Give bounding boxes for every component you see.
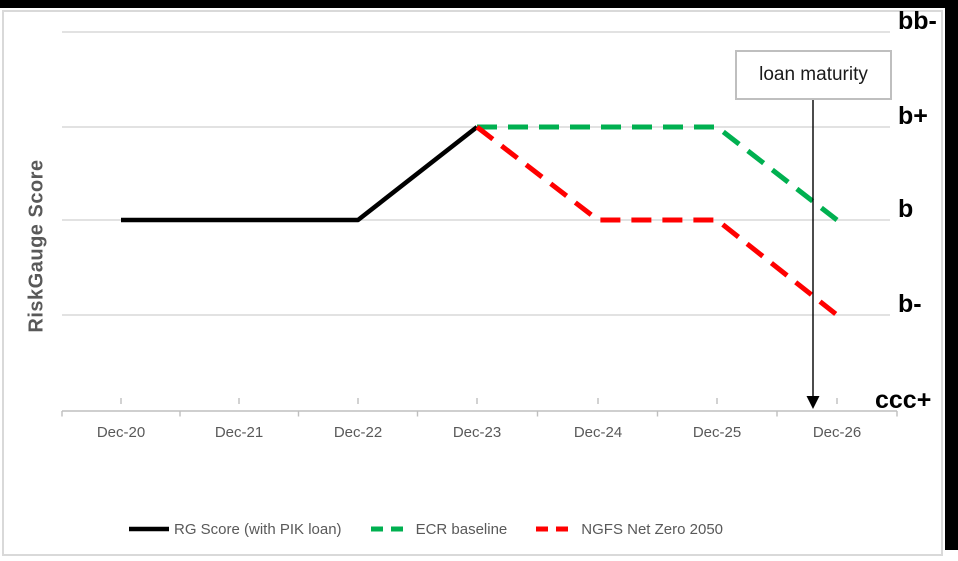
y-tick-label: b-: [898, 290, 922, 318]
x-tick-label: Dec-20: [96, 424, 146, 441]
legend-item-rg-score: RG Score (with PIK loan): [128, 521, 342, 538]
series-line-2: [475, 125, 839, 317]
x-tick-label: Dec-21: [214, 424, 264, 441]
legend-item-ecr-baseline: ECR baseline: [370, 520, 508, 538]
frame-border-top: [0, 0, 958, 8]
frame-border-right: [945, 0, 958, 550]
legend-swatch-red-dashed-line-icon: [536, 526, 577, 532]
legend-label-ecr-baseline: ECR baseline: [415, 520, 508, 538]
legend-swatch-solid-line-icon: [129, 526, 169, 532]
chart-panel: [2, 10, 943, 556]
legend-label-rg-score: RG Score (with PIK loan): [174, 520, 342, 538]
y-tick-label: b+: [898, 102, 928, 130]
legend-label-ngfs: NGFS Net Zero 2050: [581, 520, 724, 538]
x-tick-label: Dec-23: [452, 424, 502, 441]
legend-swatch-green-dashed-line-icon: [370, 526, 411, 532]
y-tick-label: b: [898, 195, 914, 223]
y-axis-title: RiskGauge Score: [25, 159, 48, 333]
legend-item-ngfs: NGFS Net Zero 2050: [535, 521, 723, 538]
annotation-label: loan maturity: [759, 64, 868, 85]
x-tick-label: Dec-25: [692, 424, 742, 441]
x-tick-label: Dec-24: [573, 424, 623, 441]
y-tick-label: bb-: [898, 7, 937, 35]
legend: RG Score (with PIK loan) ECR baseline NG…: [128, 517, 723, 541]
x-tick-label: Dec-22: [333, 424, 383, 441]
y-tick-label: ccc+: [875, 386, 932, 414]
series-line-1: [477, 124, 839, 222]
annotation-arrow-head-icon: [806, 396, 820, 409]
annotation-box: loan maturity: [735, 50, 892, 100]
series-line-0: [121, 125, 479, 223]
x-tick-label: Dec-26: [812, 424, 862, 441]
